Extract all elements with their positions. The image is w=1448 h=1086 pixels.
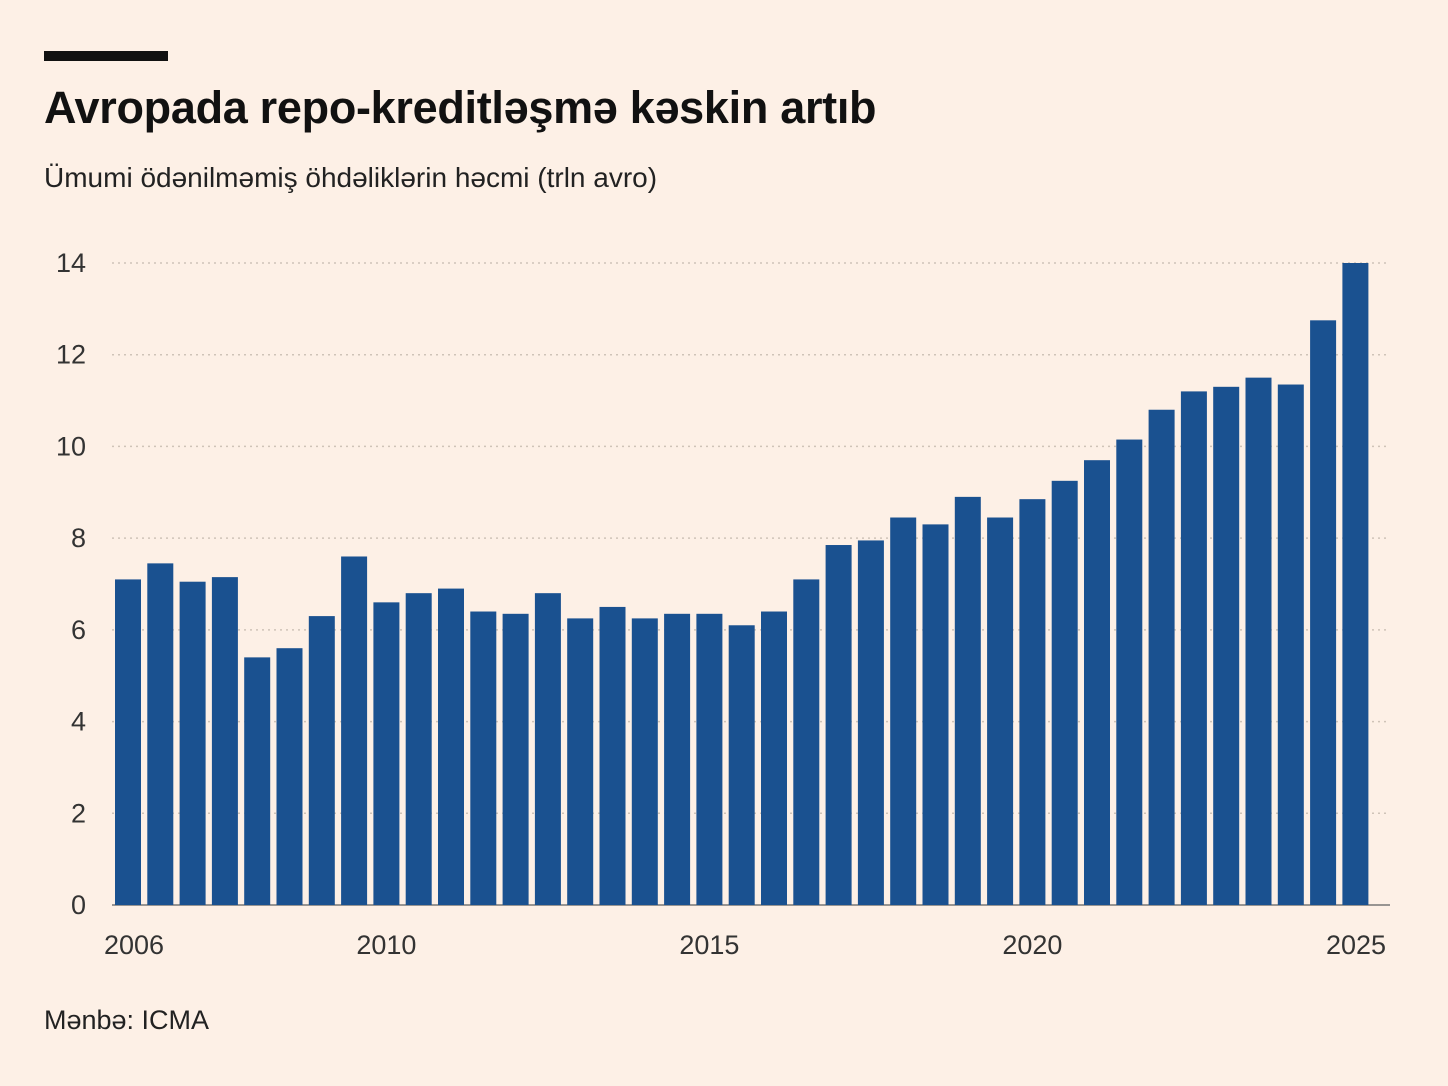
bar <box>987 517 1014 905</box>
y-tick-label: 8 <box>71 523 86 553</box>
bar <box>664 613 691 905</box>
bar <box>341 556 368 905</box>
bar <box>211 577 238 905</box>
source-note: Mənbə: ICMA <box>44 1005 210 1035</box>
bar <box>954 496 981 905</box>
bar <box>1213 386 1240 905</box>
bar <box>115 579 141 905</box>
x-tick-label: 2010 <box>356 930 416 960</box>
x-tick-label: 2025 <box>1326 930 1386 960</box>
bar <box>470 611 497 905</box>
x-tick-label: 2015 <box>679 930 739 960</box>
bar <box>1245 377 1272 906</box>
bar <box>922 524 949 905</box>
bar <box>308 616 335 905</box>
bar <box>244 657 271 905</box>
bar <box>1148 409 1175 905</box>
bar <box>793 579 820 905</box>
bar <box>728 625 755 905</box>
bar <box>631 618 658 905</box>
bar <box>599 606 626 905</box>
bar <box>276 648 303 905</box>
bar <box>179 581 206 905</box>
chart-title: Avropada repo-kreditləşmə kəskin artıb <box>44 82 877 133</box>
bar <box>1051 480 1078 905</box>
y-tick-label: 4 <box>71 707 86 737</box>
bar <box>502 613 529 905</box>
bar <box>147 563 174 905</box>
bar <box>1342 263 1369 905</box>
y-tick-label: 10 <box>56 431 86 461</box>
bar <box>1310 320 1337 906</box>
bar <box>857 540 884 905</box>
bar <box>534 593 561 905</box>
bar <box>373 602 400 905</box>
x-tick-label: 2006 <box>104 930 164 960</box>
bar <box>825 545 852 905</box>
bar <box>1277 384 1304 905</box>
bar <box>1084 460 1110 905</box>
bars <box>115 263 1369 906</box>
bar <box>1116 439 1143 905</box>
y-axis-ticks: 0 2 4 6 8 10 12 14 <box>56 248 86 920</box>
bar <box>438 588 464 905</box>
y-tick-label: 12 <box>56 340 86 370</box>
y-tick-label: 0 <box>71 890 86 920</box>
bar <box>890 517 917 905</box>
y-tick-label: 2 <box>71 798 86 828</box>
x-tick-label: 2020 <box>1002 930 1062 960</box>
title-accent-bar <box>44 51 168 61</box>
bar <box>1019 499 1046 905</box>
bar <box>405 593 432 905</box>
bar <box>567 618 594 905</box>
y-tick-label: 6 <box>71 615 86 645</box>
chart-subtitle: Ümumi ödənilməmiş öhdəliklərin həcmi (tr… <box>44 162 658 193</box>
y-tick-label: 14 <box>56 248 86 278</box>
x-axis-ticks: 2006 2010 2015 2020 2025 <box>104 930 1386 960</box>
bar <box>761 611 787 905</box>
bar <box>1180 391 1207 905</box>
bar <box>696 613 723 905</box>
